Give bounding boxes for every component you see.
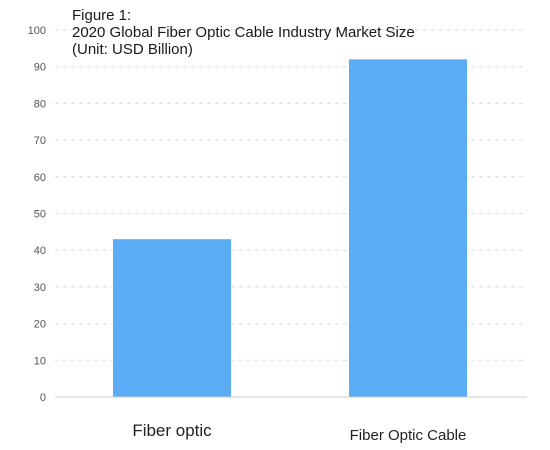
y-tick-label: 0 xyxy=(40,392,46,404)
y-tick-label: 10 xyxy=(34,355,46,367)
y-tick-label: 70 xyxy=(34,135,46,147)
y-tick-label: 60 xyxy=(34,172,46,184)
y-tick-label: 90 xyxy=(34,62,46,74)
x-axis-category-labels: Fiber optic Fiber Optic Cable xyxy=(132,421,466,444)
chart-title-line-2: 2020 Global Fiber Optic Cable Industry M… xyxy=(72,24,415,41)
y-tick-label: 40 xyxy=(34,245,46,257)
y-tick-label: 30 xyxy=(34,282,46,294)
y-tick-label: 80 xyxy=(34,98,46,110)
y-axis-tick-labels: 0 10 20 30 40 50 60 70 80 90 100 xyxy=(28,25,46,404)
chart-title-line-3: (Unit: USD Billion) xyxy=(72,41,193,58)
x-category-label: Fiber optic xyxy=(132,421,212,440)
y-tick-label: 50 xyxy=(34,209,46,221)
bar-0 xyxy=(113,239,231,397)
y-tick-label: 100 xyxy=(28,25,46,37)
bars xyxy=(113,59,467,398)
x-category-label: Fiber Optic Cable xyxy=(350,427,467,444)
bar-1 xyxy=(349,59,467,398)
y-tick-label: 20 xyxy=(34,319,46,331)
chart-title-line-1: Figure 1: xyxy=(72,7,131,24)
